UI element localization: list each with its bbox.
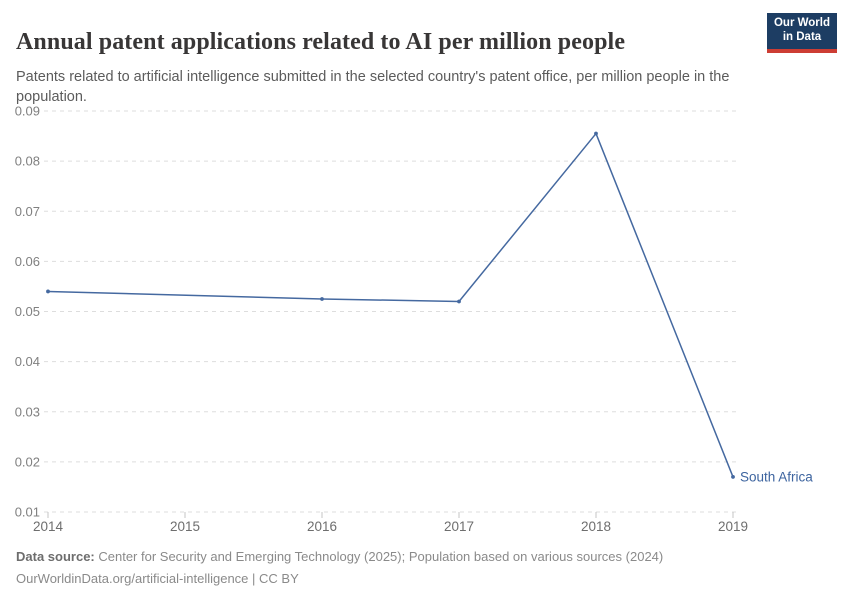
y-tick-label-0.08: 0.08 [15,154,40,169]
chart-subtitle: Patents related to artificial intelligen… [16,68,730,105]
y-tick-label-0.01: 0.01 [15,505,40,520]
owid-logo: Our World in Data [767,13,837,53]
data-point-2014 [46,289,50,294]
y-tick-label-0.03: 0.03 [15,404,40,419]
data-source-line: Data source: Center for Security and Eme… [16,546,836,568]
chart-footer: Data source: Center for Security and Eme… [16,546,836,590]
data-source-text: Center for Security and Emerging Technol… [94,549,664,564]
y-tick-label-0.02: 0.02 [15,454,40,469]
data-source-label: Data source: [16,549,95,564]
owid-logo-text-line1: Our World [773,17,830,30]
y-tick-label-0.04: 0.04 [15,354,40,369]
data-point-2018 [594,131,598,136]
x-tick-label-2015: 2015 [170,519,200,534]
y-tick-label-0.06: 0.06 [15,254,40,269]
series-line-south-africa [47,132,734,478]
data-point-2019 [731,475,735,479]
y-tick-label-0.09: 0.09 [15,104,40,119]
license-line: OurWorldinData.org/artificial-intelligen… [16,571,299,587]
x-tick-label-2019: 2019 [718,519,748,534]
x-tick-label-2017: 2017 [444,519,474,534]
series-end-label: South Africa [740,469,813,484]
data-point-2017 [457,299,461,304]
x-tick-label-2014: 2014 [33,519,64,534]
owid-logo-text-line2: in Data [782,31,822,43]
y-tick-label-0.05: 0.05 [15,304,40,319]
chart-svg: 0.01 0.02 0.03 0.04 0.05 0.06 0.07 0.08 0.09 2014… [15,104,814,535]
page-title: Annual patent applications related to AI… [16,29,626,56]
x-tick-label-2018: 2018 [581,519,611,534]
owid-logo-red-strip [767,49,837,53]
x-tick-label-2016: 2016 [307,519,337,534]
data-point-2016 [320,297,324,301]
y-tick-label-0.07: 0.07 [15,204,40,219]
